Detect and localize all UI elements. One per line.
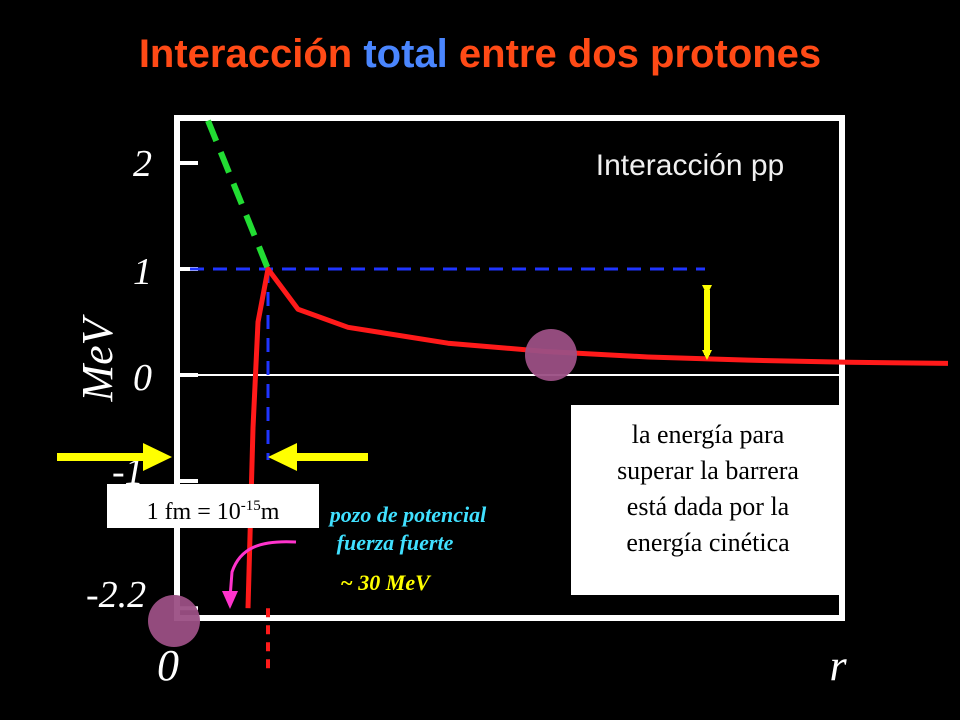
x-origin-label: 0 bbox=[157, 641, 179, 690]
energy-note-line: energía cinética bbox=[626, 528, 790, 557]
y-axis-label: MeV bbox=[73, 313, 122, 402]
title-part2: entre dos protones bbox=[458, 32, 822, 76]
energy-note: la energía para superar la barrera está … bbox=[571, 405, 845, 595]
fm-note-unit: m bbox=[260, 499, 280, 525]
well-depth-label: ~ 30 MeV bbox=[340, 570, 432, 595]
y-tick-label-0: 0 bbox=[133, 357, 152, 399]
y-tick-label-1: 1 bbox=[133, 251, 152, 293]
series-line-dashed bbox=[205, 119, 271, 271]
series-line-solid bbox=[245, 266, 949, 609]
marker-dot-origin bbox=[148, 595, 200, 647]
well-arrow-curve bbox=[228, 540, 297, 599]
marker-dot-curve bbox=[525, 329, 577, 381]
fm-note: 1 fm = 10-15m bbox=[107, 484, 319, 528]
well-label-line2: fuerza fuerte bbox=[337, 530, 454, 555]
inset-label: Interacción pp bbox=[596, 149, 784, 182]
plot-frame bbox=[174, 115, 845, 621]
y-tick-label-minus2-2: -2.2 bbox=[86, 574, 146, 616]
title-part1: Interacción bbox=[138, 32, 353, 76]
y-tick-label-2: 2 bbox=[133, 143, 152, 185]
page-title: Interacción total entre dos protones bbox=[0, 32, 960, 77]
well-label-line1: pozo de potencial bbox=[328, 502, 487, 527]
energy-note-line: la energía para bbox=[631, 420, 785, 449]
energy-note-line: está dada por la bbox=[626, 492, 790, 521]
series-group bbox=[205, 119, 949, 672]
well-arrow-head bbox=[222, 591, 238, 609]
title-highlight: total bbox=[363, 32, 448, 76]
fm-note-exponent: -15 bbox=[240, 498, 261, 514]
energy-note-line: superar la barrera bbox=[617, 456, 799, 485]
fm-note-text: 1 fm = 10 bbox=[146, 499, 241, 525]
fm-arrow-right-head bbox=[268, 443, 297, 471]
x-axis-label: r bbox=[829, 641, 847, 690]
y-tick-marks bbox=[180, 161, 198, 611]
fm-arrow-left-head bbox=[143, 443, 172, 471]
